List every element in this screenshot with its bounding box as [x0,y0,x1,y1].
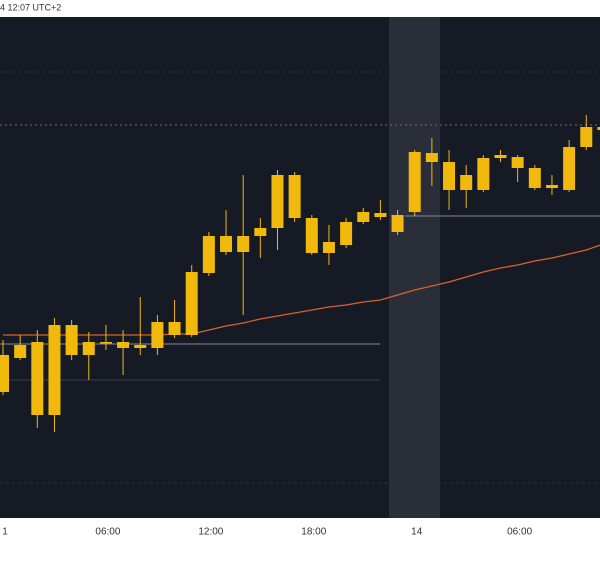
candle-body [254,228,267,236]
candle-body [14,345,27,358]
moving-average [3,244,600,336]
candle-body [220,236,233,252]
candle-body [425,153,438,162]
candle-body [0,355,10,392]
candle-body [391,215,404,232]
candle-body [408,152,421,212]
candle-body [117,342,130,348]
candle-body [580,127,593,147]
candle-body [340,222,353,245]
candle-body [528,168,541,188]
x-tick-label: 14 [411,527,423,538]
candle-body [271,175,284,228]
candle-body [322,242,335,253]
candle-body [202,236,215,273]
candle-body [460,175,473,190]
candle-body [82,342,95,355]
highlight-band [389,17,440,518]
x-tick-label: 1 [2,527,8,538]
candle-body [288,175,301,218]
x-tick-label: 18:00 [301,527,326,538]
x-tick-label: 12:00 [198,527,223,538]
candle-body [237,236,250,252]
candle-body [305,218,318,253]
candle-body [477,158,490,190]
candle-body [357,212,370,222]
candle-body [597,127,600,130]
candle-body [168,322,181,335]
candle-body [65,325,78,355]
candle-body [31,342,44,415]
x-tick-label: 06:00 [507,527,532,538]
plot-area [0,17,600,518]
candle-body [134,345,147,348]
candle-body [511,157,524,168]
candle-body [48,325,61,415]
candle-body [374,213,387,217]
x-tick-label: 06:00 [95,527,120,538]
candle-body [99,342,112,344]
candle-body [443,162,456,190]
candle-body [563,147,576,190]
candle-body [151,322,164,348]
candle-body [545,185,558,188]
candle-body [494,155,507,158]
candle-body [185,272,198,335]
timestamp: 4 12:07 UTC+2 [0,2,61,12]
